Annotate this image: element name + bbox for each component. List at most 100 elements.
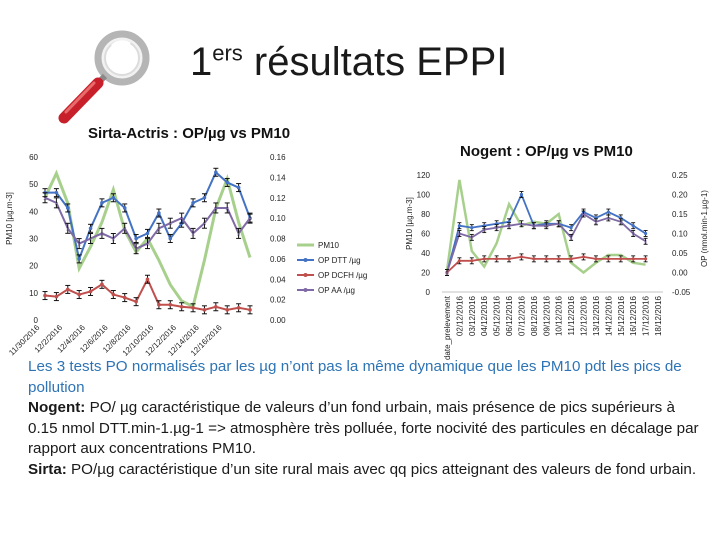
nogent-data-point	[482, 257, 486, 261]
sirta-data-point	[214, 170, 218, 175]
nogent-right-tick: 0.15	[672, 210, 688, 219]
sirta-data-point	[145, 231, 150, 236]
nogent-left-tick: 40	[421, 249, 430, 258]
nogent-x-tick: 18/12/2016	[654, 295, 663, 336]
sirta-data-point	[157, 211, 161, 215]
nogent-data-point: ×	[544, 224, 548, 231]
nogent-data-point	[532, 257, 536, 261]
nogent-data-point: ×	[569, 235, 573, 242]
sirta-left-tick: 20	[29, 262, 38, 271]
sirta-data-point: ×	[191, 231, 195, 238]
nogent-data-point	[457, 259, 462, 263]
sirta-data-point: ×	[123, 226, 127, 233]
nogent-data-point	[631, 257, 635, 261]
nogent-x-tick: date_prelevement	[443, 295, 452, 360]
nogent-data-point	[569, 226, 573, 230]
sirta-left-tick: 50	[29, 180, 38, 189]
sirta-data-point: ×	[145, 242, 149, 249]
sirta-data-point: ×	[168, 221, 172, 228]
nogent-data-point	[470, 226, 474, 230]
nogent-x-tick: 11/12/2016	[567, 295, 576, 335]
sirta-right-tick: 0.04	[270, 275, 286, 284]
nogent-data-point	[507, 257, 511, 261]
sirta-right-tick: 0.06	[270, 255, 286, 264]
sirta-data-point: ×	[237, 231, 241, 238]
sirta-data-point	[202, 308, 207, 312]
sirta-legend-label: OP AA /µg	[318, 286, 355, 295]
nogent-data-point	[594, 257, 598, 261]
nogent-data-point	[643, 231, 648, 236]
nogent-chart-title: Nogent : OP/µg vs PM10	[460, 143, 633, 160]
nogent-left-tick: 60	[421, 230, 430, 239]
nogent-x-tick: 04/12/2016	[480, 295, 489, 336]
sirta-right-tick: 0.10	[270, 214, 286, 223]
nogent-data-point	[619, 257, 623, 261]
nogent-data-point	[631, 224, 635, 228]
nogent-data-point: ×	[631, 232, 635, 239]
sirta-data-point	[54, 294, 59, 299]
sirta-right-tick: 0.12	[270, 194, 286, 203]
sirta-data-point	[88, 226, 93, 231]
sirta-chart-title: Sirta-Actris : OP/µg vs PM10	[88, 125, 291, 142]
title-rest: résultats EPPI	[242, 40, 508, 84]
sirta-data-point: ×	[66, 226, 70, 233]
sirta-data-point	[134, 299, 138, 304]
sirta-data-point: ×	[180, 216, 184, 223]
sirta-data-point	[168, 302, 173, 307]
sirta-data-point	[100, 282, 104, 287]
nogent-x-tick: 03/12/2016	[468, 295, 477, 336]
sirta-legend-marker	[303, 273, 308, 277]
sirta-data-point	[122, 206, 127, 210]
sirta-data-point: ×	[157, 226, 161, 233]
nogent-left-axis-label: PM10 [µg.m-3]	[405, 197, 414, 250]
sirta-data-point	[65, 206, 70, 210]
nogent-data-point	[519, 255, 524, 259]
sirta-data-point	[145, 277, 150, 282]
sirta-data-point	[54, 190, 59, 195]
sirta-legend-label: OP DCFH /µg	[318, 271, 367, 280]
title-superscript: ers	[212, 40, 243, 66]
nogent-x-tick: 06/12/2016	[505, 295, 514, 336]
sirta-series-line	[44, 276, 251, 311]
sirta-data-point	[111, 195, 116, 200]
sirta-text: PO/µg caractéristique d’un site rural ma…	[66, 460, 697, 478]
nogent-x-tick: 05/12/2016	[493, 295, 502, 336]
nogent-right-tick: 0.05	[672, 249, 688, 258]
nogent-data-point	[544, 257, 548, 261]
nogent-data-point	[606, 210, 610, 214]
sirta-right-tick: 0.08	[270, 235, 286, 244]
sirta-data-point	[191, 201, 195, 205]
sirta-right-tick: 0.00	[270, 316, 286, 325]
nogent-data-point	[606, 257, 610, 261]
sirta-data-point	[214, 304, 218, 309]
nogent-x-tick: 12/12/2016	[580, 295, 589, 336]
sirta-data-point: ×	[111, 237, 115, 244]
nogent-data-point	[643, 257, 648, 261]
sirta-left-tick: 60	[29, 153, 38, 162]
nogent-x-tick: 14/12/2016	[604, 295, 613, 336]
sirta-data-point	[77, 292, 81, 297]
sirta-data-point	[43, 293, 47, 298]
nogent-x-tick: 16/12/2016	[629, 295, 638, 336]
sirta-data-point	[225, 308, 230, 312]
nogent-data-point	[519, 192, 524, 197]
nogent-data-point: ×	[606, 216, 610, 223]
conclusion-paragraph-sirta: Sirta: PO/µg caractéristique d’un site r…	[28, 460, 708, 481]
sirta-data-point	[236, 305, 241, 310]
nogent-data-point: ×	[581, 212, 585, 219]
sirta-left-tick: 0	[34, 316, 39, 325]
nogent-data-point: ×	[495, 226, 499, 233]
sirta-data-point	[248, 308, 252, 312]
sirta-data-point: ×	[54, 201, 58, 208]
nogent-left-tick: 0	[426, 288, 431, 297]
sirta-data-point	[134, 236, 138, 241]
sirta-legend-marker	[303, 258, 308, 262]
nogent-left-tick: 80	[421, 210, 430, 219]
nogent-label: Nogent:	[28, 399, 86, 416]
conclusion-paragraph-1: Les 3 tests PO normalisés par les µg n’o…	[28, 358, 682, 396]
sirta-data-point: ×	[202, 221, 206, 228]
sirta-left-tick: 10	[29, 289, 38, 298]
nogent-data-point	[457, 224, 462, 228]
nogent-data-point: ×	[457, 232, 461, 239]
sirta-data-point	[191, 305, 195, 310]
